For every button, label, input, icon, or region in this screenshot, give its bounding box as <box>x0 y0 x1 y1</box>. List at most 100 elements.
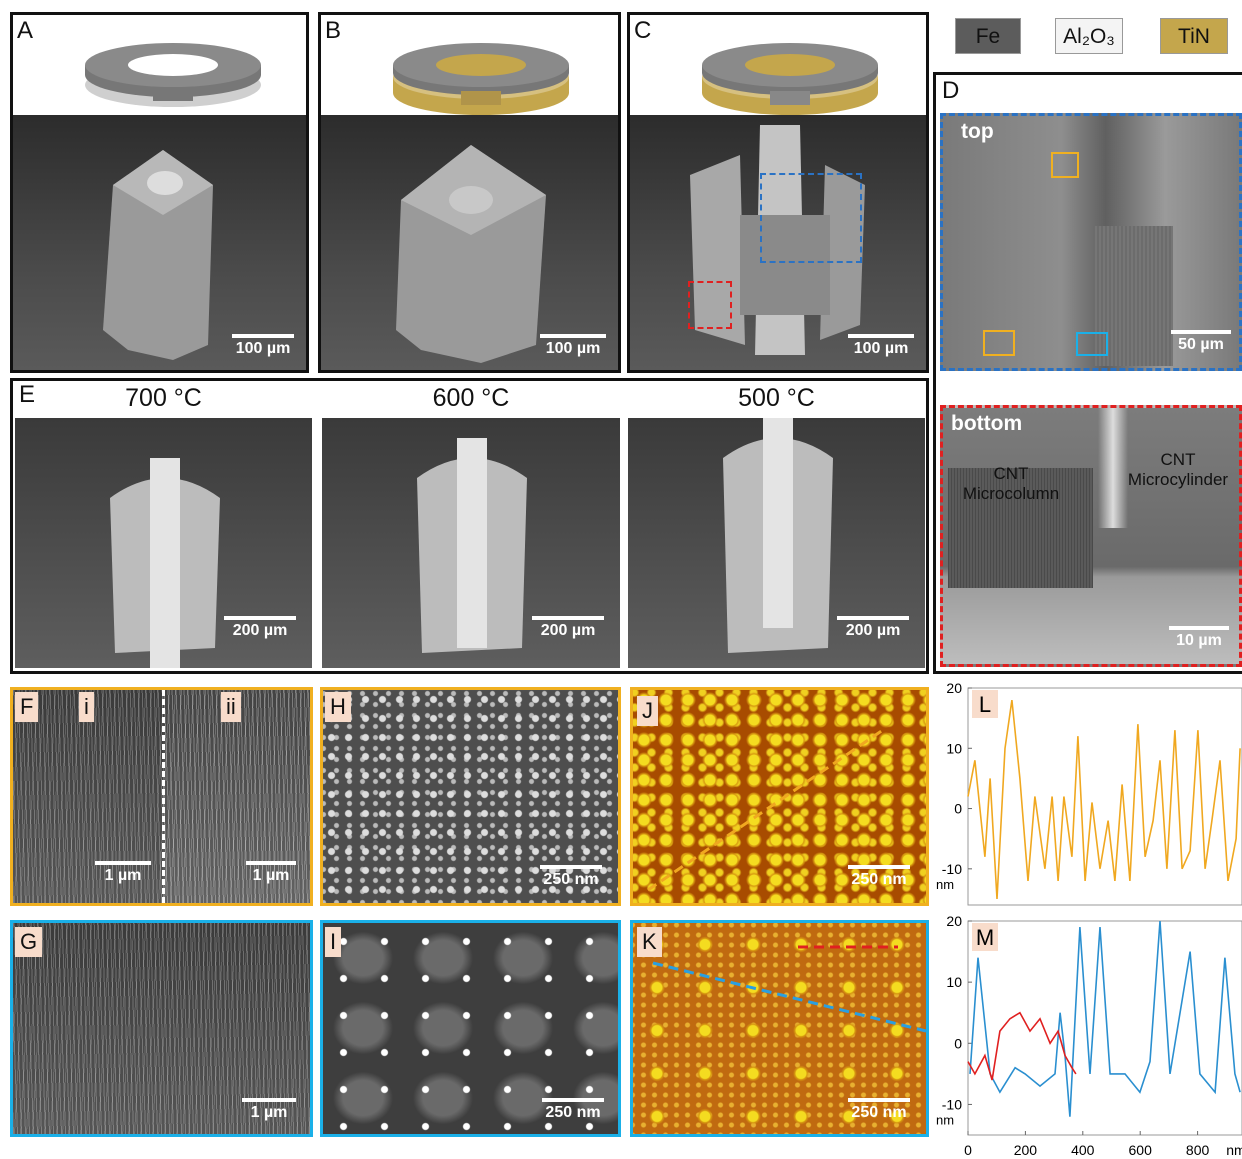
schematic <box>702 43 878 115</box>
region-bottom <box>688 281 732 329</box>
plot-frame <box>967 920 1242 1136</box>
panel-label: M <box>976 925 994 950</box>
profile-line <box>652 945 926 1033</box>
sem-shape <box>103 150 213 360</box>
panel-b: 100 µm B <box>318 12 621 373</box>
scale-bar: 200 µm <box>532 616 604 640</box>
x-tick-label: 400 <box>1071 1142 1095 1158</box>
decor <box>745 54 835 76</box>
sem-shape <box>110 458 220 668</box>
x-tick-label: 600 <box>1129 1142 1153 1158</box>
subpanel-label: ii <box>221 692 241 722</box>
panel-label: C <box>634 17 652 44</box>
panel-label: K <box>637 927 662 957</box>
sem-image <box>13 115 306 370</box>
scale-bar: 200 µm <box>224 616 296 640</box>
schematic <box>393 43 569 115</box>
panel-label: F <box>15 692 39 722</box>
profile-line <box>967 699 1241 900</box>
y-tick-label: -10 <box>942 1096 962 1112</box>
decor <box>128 54 218 76</box>
panel-label: E <box>19 381 36 408</box>
panel-label: I <box>325 927 342 957</box>
scale-bar: 250 nm <box>540 865 602 889</box>
y-tick-label: 20 <box>946 913 962 929</box>
panel-label-bg <box>972 690 998 718</box>
panel-label: D <box>942 77 960 104</box>
panel-label: H <box>325 692 351 722</box>
sem-image <box>628 418 925 668</box>
schematic <box>85 43 261 107</box>
x-tick-label: 200 <box>1014 1142 1038 1158</box>
panel-c: 100 µm C <box>627 12 929 373</box>
legend-tin: TiN <box>1160 18 1228 54</box>
scale-bar: 100 µm <box>540 334 606 358</box>
panel-h: H 250 nm <box>320 687 621 906</box>
scale-bar: 250 nm <box>542 1098 604 1122</box>
y-unit: nm <box>936 877 954 892</box>
y-tick-label: 10 <box>946 974 962 990</box>
marker <box>1076 332 1108 356</box>
decor <box>740 215 830 315</box>
panel-label: A <box>17 17 34 44</box>
divider <box>162 690 165 903</box>
x-unit: nm <box>1226 1142 1242 1158</box>
scale-bar: 50 µm <box>1171 330 1231 354</box>
temperature-label: 500 °C <box>738 384 815 412</box>
panel-d-bottom: bottom CNT Microcolumn CNT Microcylinder… <box>940 405 1242 667</box>
profile-line <box>969 920 1241 1117</box>
panel-label: G <box>15 927 43 957</box>
sem-image <box>630 115 926 370</box>
panel-f: F i ii 1 µm 1 µm <box>10 687 313 906</box>
scale-bar: 100 µm <box>848 334 914 358</box>
sem-shape <box>690 125 865 355</box>
panel-k: K 250 nm <box>630 920 929 1137</box>
panel-label-bg <box>972 923 998 951</box>
y-unit: nm <box>936 1112 954 1127</box>
decor <box>103 150 213 360</box>
structure <box>150 458 180 668</box>
decor <box>449 186 493 214</box>
panel-label: J <box>637 696 658 726</box>
scale-bar: 1 µm <box>246 861 296 885</box>
panel-label: L <box>979 692 991 717</box>
x-tick-label: 800 <box>1186 1142 1210 1158</box>
panel-label: B <box>325 17 342 44</box>
structure <box>457 438 487 648</box>
temperature-label: 700 °C <box>125 384 202 412</box>
decor <box>436 54 526 76</box>
scale-bar: 100 µm <box>232 334 294 358</box>
marker <box>1051 152 1079 178</box>
y-tick-label: 10 <box>946 740 962 756</box>
sem-shape <box>417 438 527 653</box>
x-tick-label: 0 <box>964 1142 972 1158</box>
temperature-label: 600 °C <box>432 384 510 412</box>
marker <box>983 330 1015 356</box>
panel-i: I 250 nm <box>320 920 621 1137</box>
texture <box>1098 408 1128 528</box>
y-tick-label: 0 <box>954 801 962 817</box>
panel-j: J 250 nm <box>630 687 929 906</box>
decor <box>147 171 183 195</box>
scale-bar: 250 nm <box>848 1098 910 1122</box>
panel-a: 100 µm A <box>10 12 309 373</box>
decor <box>461 91 501 105</box>
sem-image <box>321 115 618 370</box>
legend-fe: Fe <box>955 18 1021 54</box>
subpanel-label: top <box>961 120 994 143</box>
scale-bar: 10 µm <box>1169 626 1229 650</box>
annotation: CNT Microcolumn <box>962 464 1060 503</box>
decor <box>770 91 810 105</box>
y-tick-label: 0 <box>954 1035 962 1051</box>
decor <box>153 87 193 101</box>
subpanel-label: bottom <box>951 412 1023 435</box>
y-tick-label: 20 <box>946 680 962 696</box>
panel-g: G 1 µm <box>10 920 313 1137</box>
subpanel-label: i <box>79 692 94 722</box>
scale-bar: 250 nm <box>848 865 910 889</box>
annotation: CNT Microcylinder <box>1127 450 1229 489</box>
scale-bar: 1 µm <box>95 861 151 885</box>
